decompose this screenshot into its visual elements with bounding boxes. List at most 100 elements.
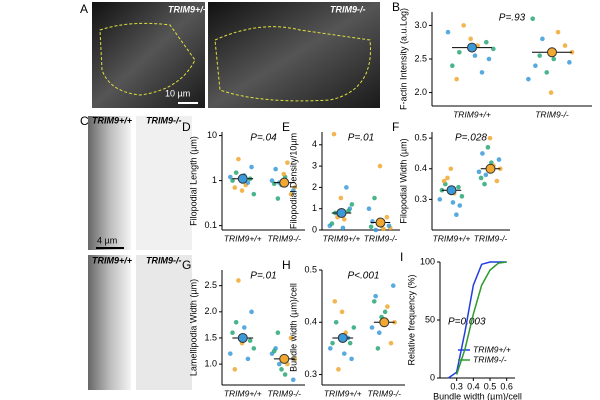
data-point	[482, 181, 487, 187]
data-point	[329, 221, 335, 226]
y-axis-label: Filopodial Length (µm)	[188, 136, 198, 226]
data-point	[247, 338, 253, 343]
panel-letter: C	[80, 114, 89, 128]
data-point	[372, 195, 377, 201]
x-tick-label: 0.3	[450, 381, 463, 391]
mean-point	[336, 207, 347, 218]
y-tick-label: 0.4	[414, 163, 427, 173]
data-point	[349, 202, 355, 207]
data-point	[496, 157, 502, 162]
scale-label: 10 µm	[165, 88, 190, 98]
annotation: P=.01	[250, 271, 276, 282]
data-point	[537, 53, 543, 58]
data-point	[485, 145, 491, 150]
data-point	[478, 175, 484, 181]
micrograph	[92, 2, 205, 108]
panel-letter: D	[182, 120, 191, 134]
y-tick-label: 100	[420, 256, 435, 266]
y-tick-label: 3.0	[414, 20, 427, 30]
data-point	[249, 309, 254, 315]
data-point	[236, 156, 241, 162]
data-point	[445, 29, 451, 35]
x-tick-label: TRIM9-/-	[267, 233, 301, 243]
y-tick-label: 1.5	[204, 332, 217, 342]
data-point	[486, 56, 492, 62]
data-point	[332, 299, 338, 304]
data-point	[228, 174, 233, 180]
y-tick-label: 2.5	[414, 53, 427, 63]
data-point	[328, 346, 333, 351]
mean-point	[379, 317, 390, 328]
data-point	[437, 197, 443, 202]
data-point	[476, 169, 482, 175]
data-point	[281, 171, 287, 177]
y-tick-label: 10	[207, 130, 217, 140]
x-tick-label: 0.4	[467, 381, 480, 391]
data-point	[269, 178, 275, 183]
data-point	[339, 309, 345, 315]
x-tick-label: 0.6	[500, 381, 513, 391]
x-tick-label: TRIM9+/+	[453, 109, 491, 119]
data-point	[472, 53, 478, 58]
y-tick-label: 1	[212, 175, 217, 185]
data-point	[373, 227, 379, 233]
data-point	[336, 367, 341, 372]
mean-point	[237, 173, 248, 184]
y-tick-label: 0.4	[304, 317, 317, 327]
data-point	[338, 195, 344, 201]
data-point	[290, 377, 296, 383]
x-tick-label: TRIM9-/-	[367, 388, 401, 398]
annotation: P<.001	[348, 271, 380, 282]
data-point	[390, 283, 396, 288]
x-tick-label: TRIM9-/-	[474, 233, 508, 243]
data-point	[349, 356, 354, 362]
data-point	[373, 293, 378, 299]
data-point	[341, 217, 347, 222]
data-point	[386, 223, 392, 229]
x-axis-label: Bundle width (µm)/cell	[433, 391, 522, 400]
data-point	[230, 330, 235, 336]
data-point	[392, 319, 397, 325]
data-point	[241, 325, 247, 330]
data-point	[273, 166, 278, 172]
panel-letter: B	[392, 0, 400, 14]
data-point	[279, 367, 284, 372]
x-tick-label: TRIM9-/-	[535, 109, 569, 119]
data-point	[497, 166, 503, 172]
y-tick-label: 1	[312, 203, 317, 213]
data-point	[479, 70, 485, 75]
data-point	[461, 23, 466, 28]
y-tick-label: 2	[312, 182, 317, 192]
data-point	[288, 191, 294, 197]
y-tick-label: 50	[425, 314, 435, 324]
annotation: P=.93	[499, 13, 526, 24]
y-tick-label: 0.3	[414, 194, 427, 204]
data-point	[375, 346, 381, 351]
data-point	[450, 63, 455, 69]
y-tick-label: 3	[312, 160, 317, 170]
micrograph	[88, 116, 131, 250]
mean-point	[547, 47, 557, 58]
cell-outline	[99, 22, 196, 96]
data-point	[275, 196, 281, 201]
data-point	[271, 348, 277, 354]
data-point	[457, 49, 462, 55]
data-point	[276, 361, 282, 367]
image-label: TRIM9+/+	[168, 4, 209, 14]
data-point	[333, 319, 339, 325]
mean-point	[467, 42, 477, 53]
mean-point	[446, 185, 457, 196]
x-tick-label: TRIM9+/+	[324, 388, 362, 398]
data-point	[381, 226, 386, 232]
data-point	[376, 330, 382, 336]
data-point	[457, 203, 463, 208]
data-point	[454, 76, 459, 82]
data-point	[384, 214, 390, 220]
data-point	[288, 335, 294, 341]
data-point	[562, 43, 568, 48]
micrograph	[136, 116, 192, 250]
data-point	[491, 46, 496, 52]
mean-point	[375, 217, 386, 228]
mean-point	[279, 353, 290, 364]
y-tick-label: 0.3	[304, 369, 317, 379]
